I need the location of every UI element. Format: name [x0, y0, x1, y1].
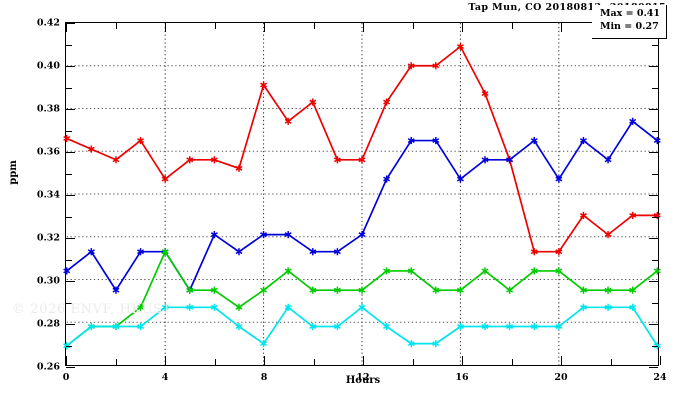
y-tick-mark-minor-right [652, 87, 658, 89]
x-tick-mark-major-top [363, 23, 364, 32]
y-tick-mark-major [66, 281, 75, 282]
y-tick-mark-minor-right [652, 345, 658, 347]
y-tick-mark-major [66, 109, 75, 110]
x-tick-mark-minor-top [313, 23, 315, 29]
y-tick-label-0.32: 0.32 [36, 232, 60, 244]
y-tick-label-0.26: 0.26 [36, 361, 60, 373]
x-tick-mark-major [66, 356, 67, 365]
x-tick-mark-minor [214, 359, 216, 365]
y-tick-mark-major-right [649, 367, 658, 368]
x-tick-mark-major-top [561, 23, 562, 32]
y-axis-label: ppm [6, 0, 20, 344]
y-tick-mark-major-right [649, 281, 658, 282]
y-tick-mark-minor [66, 302, 72, 304]
y-tick-mark-minor-right [652, 173, 658, 175]
x-tick-mark-major [264, 356, 265, 365]
y-tick-label-0.28: 0.28 [36, 318, 60, 330]
y-tick-mark-major-right [649, 109, 658, 110]
x-tick-mark-major-top [462, 23, 463, 32]
y-tick-mark-major [66, 367, 75, 368]
x-tick-mark-minor [115, 359, 117, 365]
y-tick-mark-minor-right [652, 130, 658, 132]
y-tick-mark-major [66, 152, 75, 153]
x-tick-mark-minor [313, 359, 315, 365]
x-tick-mark-major-top [165, 23, 166, 32]
y-axis-label-text: ppm [7, 159, 19, 185]
y-tick-mark-minor-right [652, 216, 658, 218]
y-tick-mark-major-right [649, 324, 658, 325]
x-tick-label-24: 24 [653, 372, 667, 383]
x-tick-mark-major [462, 356, 463, 365]
max-value-label: Max = 0.41 [599, 8, 660, 19]
x-tick-mark-major [660, 356, 661, 365]
x-tick-label-20: 20 [554, 372, 568, 383]
x-tick-mark-minor [412, 359, 414, 365]
y-tick-mark-major [66, 195, 75, 196]
x-tick-label-12: 12 [356, 372, 370, 383]
x-tick-mark-major-top [264, 23, 265, 32]
x-tick-mark-major [165, 356, 166, 365]
y-tick-label-0.40: 0.40 [36, 60, 60, 72]
x-tick-mark-major-top [66, 23, 67, 32]
x-tick-mark-major [561, 356, 562, 365]
y-tick-mark-major [66, 238, 75, 239]
y-tick-label-0.36: 0.36 [36, 146, 60, 158]
y-tick-label-0.42: 0.42 [36, 17, 60, 29]
y-tick-mark-minor-right [652, 302, 658, 304]
x-tick-mark-minor-top [214, 23, 216, 29]
y-tick-mark-minor [66, 345, 72, 347]
y-tick-mark-minor [66, 44, 72, 46]
y-tick-mark-major [66, 66, 75, 67]
y-tick-label-0.38: 0.38 [36, 103, 60, 115]
y-tick-mark-minor [66, 216, 72, 218]
x-tick-mark-minor-top [412, 23, 414, 29]
x-tick-mark-major [363, 356, 364, 365]
y-tick-mark-minor [66, 259, 72, 261]
y-tick-label-0.30: 0.30 [36, 275, 60, 287]
watermark: © 2026 ENVF, HKUST [12, 302, 172, 317]
min-value-label: Min = 0.27 [599, 20, 659, 32]
x-tick-mark-minor [511, 359, 513, 365]
y-tick-label-0.34: 0.34 [36, 189, 60, 201]
y-tick-mark-major [66, 324, 75, 325]
x-tick-label-16: 16 [455, 372, 469, 383]
y-tick-mark-major-right [649, 66, 658, 67]
x-axis-label: Hours [345, 375, 381, 386]
y-tick-mark-minor [66, 87, 72, 89]
y-tick-mark-minor-right [652, 44, 658, 46]
y-tick-mark-major [66, 23, 75, 24]
y-tick-mark-major-right [649, 152, 658, 153]
x-tick-mark-minor-top [115, 23, 117, 29]
y-tick-mark-minor-right [652, 259, 658, 261]
x-tick-mark-minor [610, 359, 612, 365]
x-tick-label-0: 0 [62, 372, 70, 383]
x-tick-mark-minor-top [511, 23, 513, 29]
y-tick-mark-major-right [649, 238, 658, 239]
x-tick-label-4: 4 [161, 372, 169, 383]
chart-title: Tap Mun, CO 20180812−20180815 [468, 2, 666, 13]
stats-legend: Max = 0.41 Min = 0.27 [591, 5, 667, 39]
y-tick-mark-minor [66, 130, 72, 132]
y-tick-mark-major-right [649, 195, 658, 196]
y-tick-mark-minor [66, 173, 72, 175]
x-tick-label-8: 8 [260, 372, 268, 383]
